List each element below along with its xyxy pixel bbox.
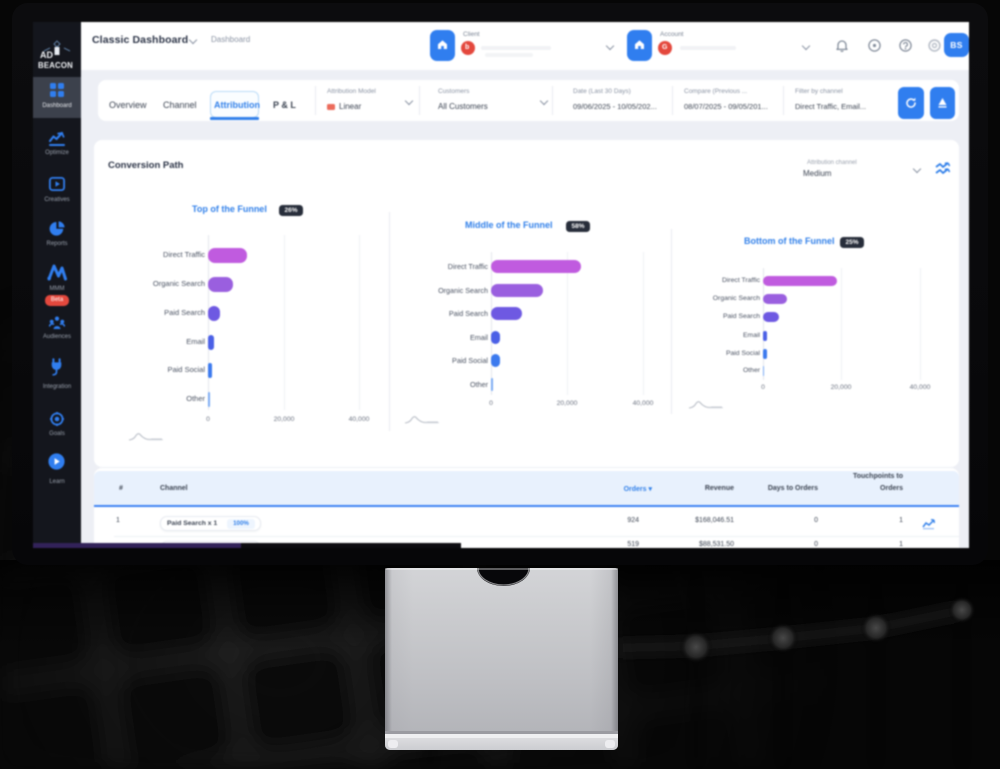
- svg-text:AD: AD: [40, 50, 53, 60]
- svg-text:BEACON: BEACON: [38, 61, 73, 70]
